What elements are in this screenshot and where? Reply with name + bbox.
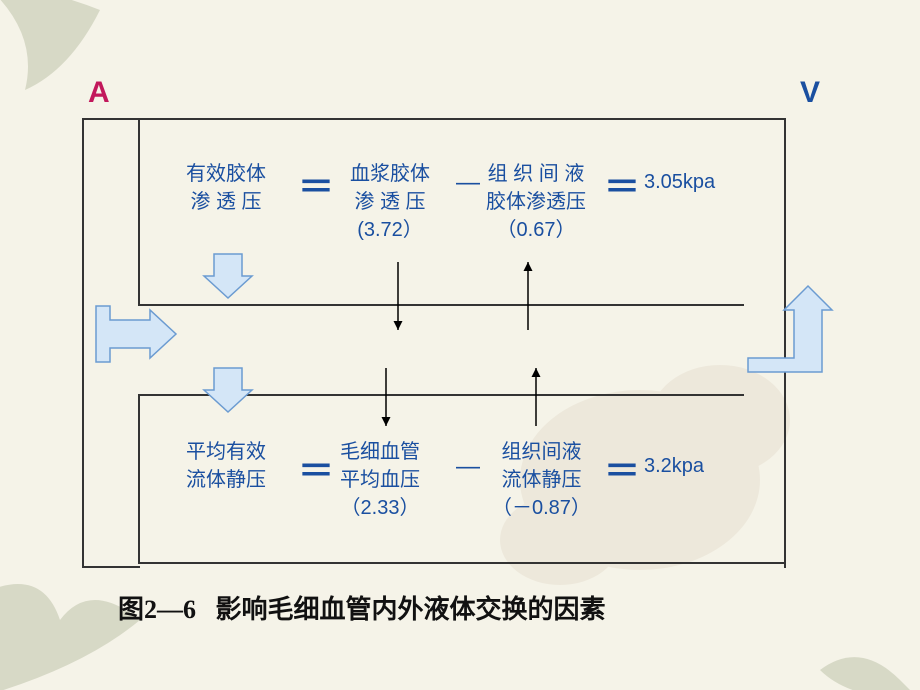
background-flora xyxy=(0,0,920,690)
caption-main: 影响毛细血管内外液体交换的因素 xyxy=(216,595,606,624)
block-arrow-down-1 xyxy=(204,254,252,298)
term-text: 有效胶体 渗 透 压 xyxy=(186,163,266,213)
term-effective-colloid: 有效胶体 渗 透 压 xyxy=(186,160,266,216)
letter-a: A xyxy=(88,72,110,114)
minus-sign-2: — xyxy=(456,450,480,484)
term-plasma-colloid: 血浆胶体 渗 透 压 (3.72） xyxy=(350,160,430,244)
term-value: （0.67） xyxy=(497,219,576,241)
figure-caption: 图2—6 影响毛细血管内外液体交换的因素 xyxy=(118,592,606,628)
eq-sign-4: ＝ xyxy=(604,446,640,496)
term-tissue-colloid: 组 织 间 液 胶体渗透压 （0.67） xyxy=(486,160,586,244)
arrows-layer xyxy=(0,0,920,690)
eq-sign-1: ＝ xyxy=(298,162,334,212)
term-capillary-bp: 毛细血管 平均血压 （2.33） xyxy=(340,438,420,522)
term-value: （－0.87） xyxy=(492,497,591,519)
term-text: 平均有效 流体静压 xyxy=(186,441,266,491)
term-text: 毛细血管 平均血压 xyxy=(340,441,420,491)
block-arrow-right-a xyxy=(96,306,176,362)
minus-sign-1: — xyxy=(456,166,480,200)
letter-v: V xyxy=(800,72,820,114)
term-tissue-hydro: 组织间液 流体静压 （－0.87） xyxy=(492,438,591,522)
term-value: (3.72） xyxy=(357,219,423,241)
term-text: 血浆胶体 渗 透 压 xyxy=(350,163,430,213)
caption-prefix: 图2—6 xyxy=(118,595,196,624)
eq-sign-3: ＝ xyxy=(298,446,334,496)
term-text: 组织间液 流体静压 xyxy=(501,441,581,491)
result-bottom: 3.2kpa xyxy=(644,452,704,480)
result-top: 3.05kpa xyxy=(644,168,715,196)
eq-sign-2: ＝ xyxy=(604,162,640,212)
block-arrow-up-v xyxy=(748,286,832,372)
term-avg-effective-hydro: 平均有效 流体静压 xyxy=(186,438,266,494)
term-value: （2.33） xyxy=(341,497,420,519)
term-text: 组 织 间 液 胶体渗透压 xyxy=(486,163,586,213)
block-arrow-down-2 xyxy=(204,368,252,412)
